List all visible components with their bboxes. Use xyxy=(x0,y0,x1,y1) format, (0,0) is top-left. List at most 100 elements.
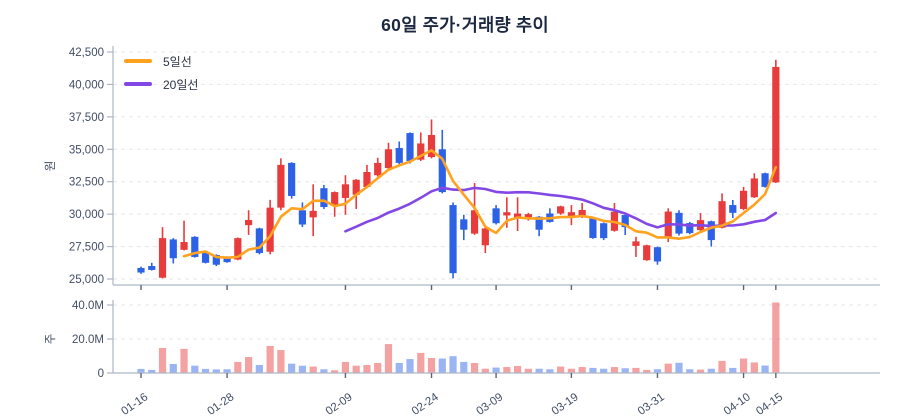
candle xyxy=(298,202,306,228)
volume-bar xyxy=(438,358,446,373)
volume-bar xyxy=(718,360,726,373)
svg-text:주: 주 xyxy=(45,334,57,345)
volume-bar xyxy=(675,362,683,373)
volume-bar xyxy=(395,362,403,373)
date-tick-label: 01-16 xyxy=(119,391,150,418)
ma5-line-swatch xyxy=(124,59,152,63)
candle xyxy=(653,246,662,265)
volume-bar xyxy=(470,362,479,373)
candle xyxy=(557,205,565,215)
svg-text:01-28: 01-28 xyxy=(205,391,236,418)
volume-bar xyxy=(277,350,285,373)
candle xyxy=(169,238,177,264)
ma5-line xyxy=(182,149,778,259)
svg-text:원: 원 xyxy=(43,161,57,172)
price-tick-label: 35,000 xyxy=(69,144,104,156)
axes xyxy=(107,46,880,378)
candle xyxy=(750,173,758,198)
candle xyxy=(180,220,188,251)
volume-bar xyxy=(309,366,317,373)
volume-bar xyxy=(223,369,231,373)
legend-item-ma5: 5일선 xyxy=(124,53,198,69)
volume-bar xyxy=(621,368,629,373)
candle xyxy=(686,221,694,235)
volume-bar xyxy=(255,365,263,373)
volume-bar xyxy=(567,368,575,373)
volume-bar xyxy=(266,345,274,373)
volume-bar xyxy=(384,344,393,373)
candle xyxy=(707,220,715,247)
candle xyxy=(288,162,296,199)
volume-bar xyxy=(610,367,619,373)
volume-bar xyxy=(169,363,177,373)
svg-text:01-16: 01-16 xyxy=(119,391,150,418)
axis-labels: 25,000 27,500 30,000 32,500 35,000 37,500 40,0… xyxy=(43,47,785,418)
candle xyxy=(148,262,156,271)
volume-bar xyxy=(729,367,737,373)
price-tick-label: 40,000 xyxy=(69,79,104,91)
legend-item-ma20: 20일선 xyxy=(124,76,198,92)
date-tick-label: 03-31 xyxy=(636,391,667,418)
candle xyxy=(363,164,371,189)
volume-bar xyxy=(363,365,371,373)
candle xyxy=(266,199,274,255)
volume-bar xyxy=(320,369,328,373)
volume-bar xyxy=(535,368,543,373)
candle xyxy=(406,132,414,164)
volume-bars xyxy=(137,302,780,373)
volume-bar xyxy=(427,358,436,373)
volume-bar xyxy=(148,369,156,373)
volume-bar xyxy=(191,365,199,373)
volume-bar xyxy=(374,362,382,373)
volume-bar xyxy=(632,367,640,373)
candle xyxy=(341,175,350,215)
date-tick-label: 01-28 xyxy=(205,391,236,418)
volume-bar xyxy=(406,359,414,373)
candle xyxy=(772,59,780,184)
candle xyxy=(374,157,382,177)
candle xyxy=(761,172,769,188)
volume-axis-unit: 주 xyxy=(45,334,57,345)
candles xyxy=(137,59,780,279)
volume-bar xyxy=(298,365,306,373)
volume-bar xyxy=(707,368,715,373)
volume-bar xyxy=(137,368,145,373)
volume-bar xyxy=(600,368,608,373)
candle xyxy=(201,251,210,264)
volume-bar xyxy=(201,368,210,373)
svg-text:04-10: 04-10 xyxy=(722,391,753,418)
volume-bar xyxy=(449,356,457,373)
volume-tick-label: 20.0M xyxy=(72,334,104,346)
candle xyxy=(600,222,608,241)
volume-bar xyxy=(503,367,511,373)
volume-bar xyxy=(686,369,694,373)
candle xyxy=(546,208,554,223)
candle xyxy=(309,184,317,237)
candle xyxy=(277,158,285,211)
candle xyxy=(729,200,737,219)
candle xyxy=(460,214,468,241)
candle xyxy=(158,227,167,279)
candle xyxy=(384,142,393,170)
price-tick-label: 42,500 xyxy=(69,47,104,59)
volume-bar xyxy=(492,367,500,373)
candle xyxy=(245,210,253,235)
date-tick-label: 02-24 xyxy=(410,391,441,418)
volume-bar xyxy=(546,369,554,373)
volume-bar xyxy=(481,368,489,373)
volume-tick-label: 0 xyxy=(98,368,104,380)
price-axis-unit: 원 xyxy=(43,161,57,172)
date-tick-label: 04-15 xyxy=(754,391,785,418)
legend: 5일선 20일선 xyxy=(124,53,198,92)
volume-bar xyxy=(288,363,296,373)
svg-text:04-15: 04-15 xyxy=(754,391,785,418)
price-tick-label: 27,500 xyxy=(69,242,104,254)
volume-bar xyxy=(460,361,468,373)
candle xyxy=(449,202,457,279)
volume-bar xyxy=(557,366,565,373)
candle xyxy=(675,210,683,236)
candle xyxy=(589,217,597,239)
price-tick-label: 37,500 xyxy=(69,112,104,124)
